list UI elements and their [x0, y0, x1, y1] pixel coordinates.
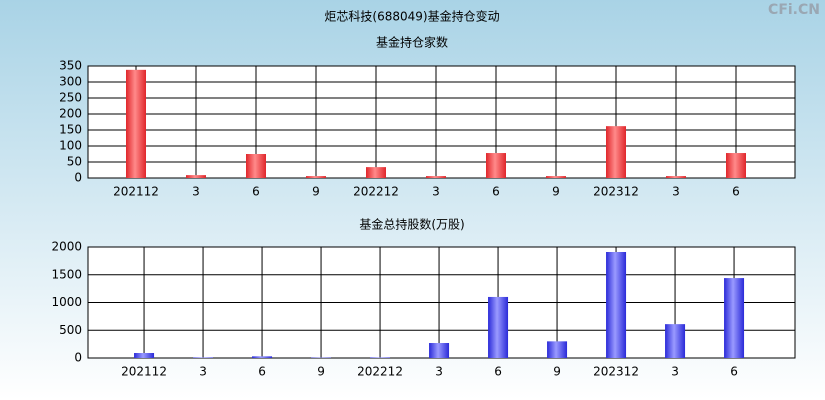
x-tick-label: 9 [317, 365, 325, 379]
y-tick-label: 50 [67, 155, 82, 169]
y-tick-label: 250 [59, 91, 82, 105]
bar [306, 176, 326, 178]
y-tick-label: 100 [59, 139, 82, 153]
watermark: CFi.CN [768, 2, 820, 18]
x-tick-label: 3 [199, 365, 207, 379]
bar [546, 176, 566, 178]
y-tick-label: 1500 [51, 267, 82, 281]
x-tick-label: 202312 [593, 185, 639, 199]
x-tick-label: 3 [671, 365, 679, 379]
x-tick-label: 202212 [357, 365, 403, 379]
x-tick-label: 3 [192, 185, 200, 199]
bar [429, 343, 450, 358]
x-tick-label: 6 [494, 365, 502, 379]
bar [126, 69, 146, 178]
x-tick-label: 202112 [113, 185, 159, 199]
x-tick-label: 3 [435, 365, 443, 379]
bar [606, 126, 626, 178]
bar [134, 353, 155, 358]
y-tick-label: 150 [59, 123, 82, 137]
bar [726, 153, 746, 178]
bar [193, 357, 214, 358]
x-tick-label: 3 [432, 185, 440, 199]
bar [665, 324, 686, 358]
bar [547, 341, 568, 358]
y-tick-label: 350 [59, 59, 82, 73]
bar [246, 154, 266, 178]
x-tick-label: 6 [252, 185, 260, 199]
y-tick-label: 0 [74, 351, 82, 365]
x-tick-label: 6 [730, 365, 738, 379]
bar [724, 278, 745, 358]
bar [186, 175, 206, 178]
x-tick-label: 6 [258, 365, 266, 379]
x-tick-label: 6 [732, 185, 740, 199]
chart-subtitle: 基金总持股数(万股) [359, 217, 464, 232]
bar [366, 167, 386, 178]
bar [488, 296, 509, 358]
x-tick-label: 9 [553, 365, 561, 379]
x-tick-label: 202212 [353, 185, 399, 199]
bar [426, 176, 446, 178]
y-tick-label: 1000 [51, 295, 82, 309]
x-tick-label: 9 [552, 185, 560, 199]
bar [606, 251, 627, 358]
bar [486, 153, 506, 178]
x-tick-label: 202112 [121, 365, 167, 379]
y-tick-label: 300 [59, 75, 82, 89]
bar [666, 176, 686, 178]
plot-area [87, 65, 796, 179]
x-tick-label: 202312 [593, 365, 639, 379]
y-tick-label: 200 [59, 107, 82, 121]
page-title: 炬芯科技(688049)基金持仓变动 [324, 9, 499, 24]
x-tick-label: 3 [672, 185, 680, 199]
bar [370, 357, 391, 358]
chart-subtitle: 基金持仓家数 [376, 35, 448, 50]
y-tick-label: 0 [74, 171, 82, 185]
y-tick-label: 2000 [51, 240, 82, 254]
bar [252, 356, 273, 358]
y-tick-label: 500 [59, 323, 82, 337]
x-tick-label: 6 [492, 185, 500, 199]
x-tick-label: 9 [312, 185, 320, 199]
